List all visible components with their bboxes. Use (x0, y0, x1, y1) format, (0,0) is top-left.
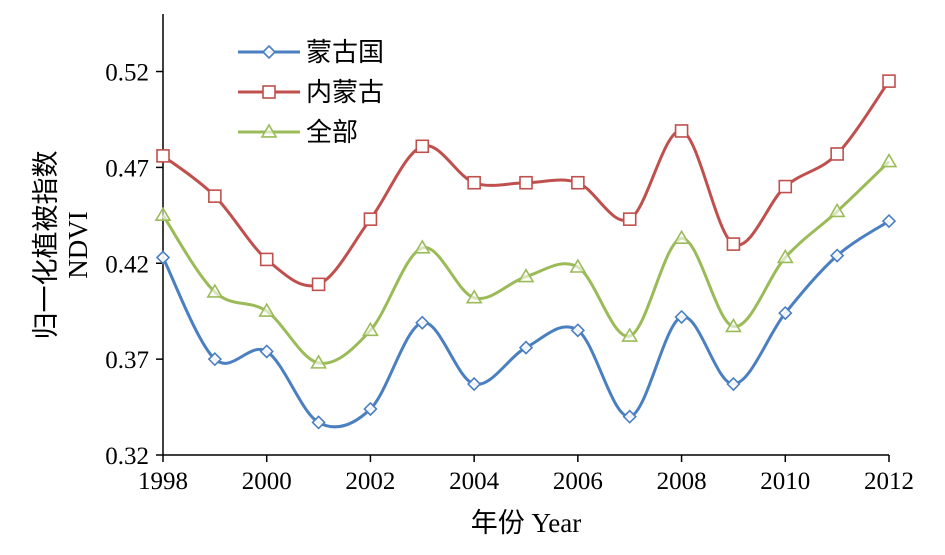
x-tick-label: 2004 (449, 468, 500, 495)
data-point (310, 354, 327, 369)
x-tick-label: 2010 (760, 468, 810, 495)
data-point (467, 376, 482, 392)
data-point (154, 206, 172, 222)
data-point (206, 283, 224, 298)
y-tick-label: 0.52 (105, 60, 149, 87)
data-point (673, 229, 690, 245)
data-point (621, 327, 639, 342)
data-point (415, 139, 430, 154)
data-point (571, 175, 585, 190)
x-tick-label: 2012 (864, 468, 914, 495)
data-point (517, 268, 535, 283)
x-tick-label: 1998 (138, 468, 188, 495)
x-tick-label: 2008 (657, 468, 707, 495)
data-point (311, 415, 326, 430)
series-line (161, 219, 890, 429)
data-point (725, 317, 742, 333)
data-point (259, 252, 274, 267)
data-point (518, 340, 534, 355)
legend-label: 全部 (306, 118, 358, 147)
data-point (622, 409, 637, 424)
data-point (465, 289, 483, 304)
data-point (882, 74, 896, 88)
data-point (363, 401, 378, 417)
data-point (776, 248, 794, 264)
data-point (208, 189, 222, 203)
data-point (880, 153, 898, 168)
data-point (413, 239, 431, 254)
data-point (155, 250, 171, 265)
data-point (881, 213, 897, 229)
data-point (519, 175, 533, 190)
legend-item: 内蒙古 (238, 78, 384, 107)
y-tick-label: 0.37 (105, 347, 149, 374)
data-point (778, 305, 793, 321)
data-point (363, 212, 378, 226)
data-point (778, 179, 793, 194)
legend-item: 全部 (238, 118, 358, 147)
series-line (161, 160, 891, 365)
legend-swatch-marker (261, 44, 277, 60)
series-all (154, 153, 898, 369)
data-point (259, 344, 274, 359)
series-line (162, 80, 891, 288)
legend-swatch-marker (262, 85, 276, 99)
y-axis-title: 归一化植被指数 NDVI (31, 151, 93, 340)
data-point (362, 321, 379, 337)
data-point (258, 302, 276, 317)
y-tick-label: 0.47 (105, 155, 149, 182)
data-point (828, 202, 846, 218)
legend-label: 蒙古国 (306, 38, 384, 67)
data-point (830, 248, 845, 263)
data-point (726, 376, 741, 392)
legend-item: 蒙古国 (238, 38, 384, 67)
x-ticks: 1998 2000 2002 2004 2006 2008 2010 2012 (138, 455, 914, 495)
data-point (726, 237, 741, 251)
series-inner-mongolia (156, 74, 896, 292)
data-point (311, 277, 326, 292)
x-tick-label: 2006 (553, 468, 603, 495)
data-point (467, 175, 481, 190)
y-axis-title-cn: 归一化植被指数 (31, 151, 61, 340)
legend-swatch-marker (260, 123, 278, 138)
data-point (569, 258, 587, 273)
y-ticks: 0.32 0.37 0.42 0.47 0.52 (105, 60, 163, 470)
data-point (830, 147, 844, 161)
data-point (207, 351, 222, 367)
x-tick-label: 2002 (345, 468, 395, 495)
x-tick-label: 2000 (242, 468, 292, 495)
axes: 0.32 0.37 0.42 0.47 0.52 1998 2000 2002 2004 200… (105, 14, 914, 495)
x-axis-title: 年份 Year (471, 508, 582, 538)
data-point (622, 212, 637, 226)
data-point (156, 149, 170, 163)
y-tick-label: 0.42 (105, 251, 149, 278)
data-point (674, 124, 689, 138)
data-point (674, 309, 689, 325)
data-point (415, 315, 430, 330)
series-mongolia (155, 213, 897, 430)
y-axis-title-en: NDVI (63, 211, 93, 279)
series-layer (154, 74, 898, 430)
legend-label: 内蒙古 (306, 78, 384, 107)
data-point (570, 323, 585, 338)
y-tick-label: 0.32 (105, 443, 149, 470)
